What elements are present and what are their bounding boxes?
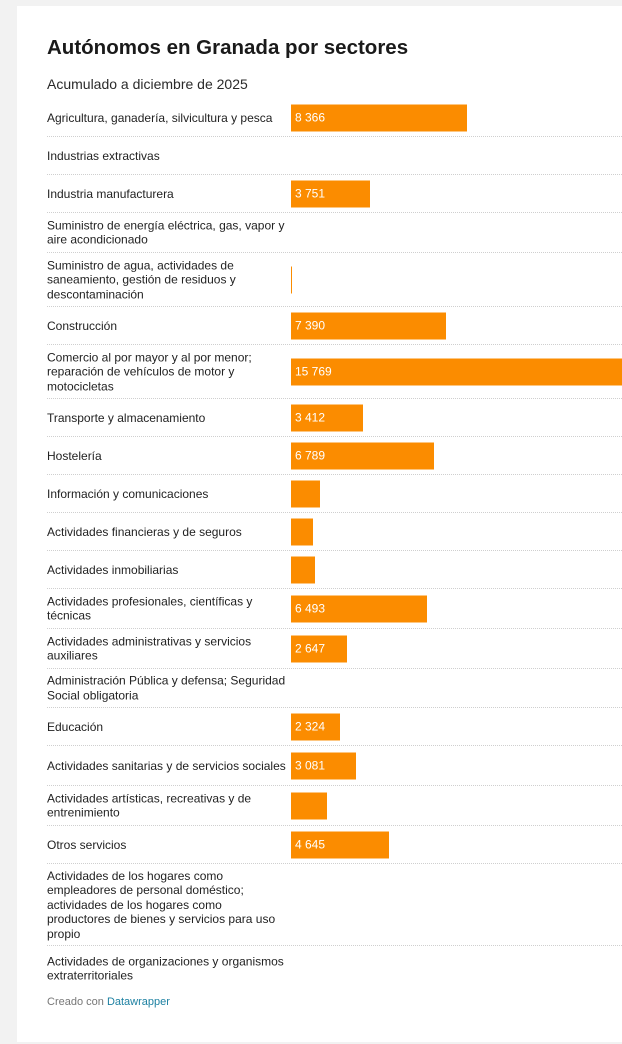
category-label: Suministro de agua, actividades de sanea… (47, 257, 236, 301)
category-label: Hostelería (47, 448, 102, 463)
bar-row: Hostelería 6 789 (47, 437, 622, 475)
bar[interactable]: 3 412 (291, 404, 363, 431)
bar-row: Otros servicios 4 645 (47, 826, 622, 864)
bar-row: Suministro de agua, actividades de sanea… (47, 253, 622, 307)
bar-row: Administración Pública y defensa; Seguri… (47, 669, 622, 708)
chart-title: Autónomos en Granada por sectores (47, 36, 409, 59)
bar-value-label: 4 645 (295, 837, 326, 852)
category-label: Otros servicios (47, 837, 127, 852)
credit-footer: Creado con Datawrapper (47, 996, 170, 1008)
bar-row: Comercio al por mayor y al por menor; re… (47, 345, 622, 399)
bar[interactable]: 6 789 (291, 442, 434, 469)
category-label: Construcción (47, 318, 118, 333)
bar[interactable] (291, 792, 327, 819)
bar[interactable]: 3 081 (291, 752, 356, 779)
category-label: Actividades inmobiliarias (47, 562, 179, 577)
bar-row: Información y comunicaciones (47, 475, 622, 513)
bar-value-label: 2 647 (295, 641, 326, 656)
bar-row: Suministro de energía eléctrica, gas, va… (47, 213, 622, 253)
category-label: Actividades profesionales, científicas y… (47, 594, 253, 623)
bar[interactable]: 7 390 (291, 312, 446, 339)
category-label: Actividades artísticas, recreativas y de… (47, 791, 252, 820)
bar[interactable] (291, 480, 320, 507)
chart-card: Autónomos en Granada por sectores Acumul… (17, 6, 622, 1042)
bar-value-label: 3 081 (295, 758, 326, 773)
bar-row: Actividades financieras y de seguros (47, 513, 622, 551)
bar-row: Transporte y almacenamiento 3 412 (47, 399, 622, 437)
category-label: Actividades financieras y de seguros (47, 524, 242, 539)
category-label: Actividades sanitarias y de servicios so… (47, 758, 286, 773)
bar-row: Actividades de organizaciones y organism… (47, 946, 622, 991)
bar-value-label: 7 390 (295, 318, 326, 333)
category-label: Suministro de energía eléctrica, gas, va… (47, 218, 285, 247)
bar-value-label: 8 366 (295, 110, 326, 125)
category-label: Industrias extractivas (47, 148, 160, 163)
category-label: Comercio al por mayor y al por menor; re… (47, 349, 252, 393)
credit-prefix: Creado con (47, 996, 104, 1008)
bar-value-label: 6 789 (295, 448, 326, 463)
bar-row: Actividades profesionales, científicas y… (47, 589, 622, 629)
bar-value-label: 2 324 (295, 719, 326, 734)
bar-row: Agricultura, ganadería, silvicultura y p… (47, 99, 622, 137)
bar[interactable] (291, 266, 292, 293)
bar-row: Actividades artísticas, recreativas y de… (47, 786, 622, 826)
bar-row: Industrias extractivas (47, 137, 622, 175)
bar-row: Actividades inmobiliarias (47, 551, 622, 589)
bar[interactable]: 3 751 (291, 180, 370, 207)
category-label: Industria manufacturera (47, 186, 174, 201)
category-label: Administración Pública y defensa; Seguri… (47, 673, 286, 703)
chart-subtitle: Acumulado a diciembre de 2025 (47, 76, 248, 92)
bar[interactable]: 6 493 (291, 595, 427, 622)
bar[interactable]: 15 769 (291, 358, 622, 385)
category-label: Transporte y almacenamiento (47, 410, 206, 425)
category-label: Actividades de los hogares como empleado… (47, 868, 276, 941)
datawrapper-link[interactable]: Datawrapper (106, 996, 170, 1008)
bar[interactable]: 2 647 (291, 635, 347, 662)
bar-row: Actividades administrativas y servicios … (47, 629, 622, 669)
bar[interactable] (291, 518, 313, 545)
bar-row: Educación 2 324 (47, 708, 622, 746)
category-label: Actividades de organizaciones y organism… (47, 954, 284, 983)
bar-value-label: 15 769 (295, 364, 332, 379)
category-label: Información y comunicaciones (47, 486, 209, 501)
bar-value-label: 6 493 (295, 601, 326, 616)
bar-row: Construcción 7 390 (47, 307, 622, 345)
bar[interactable]: 8 366 (291, 104, 467, 131)
bar[interactable] (291, 556, 315, 583)
bar-value-label: 3 751 (295, 186, 326, 201)
bar-row: Industria manufacturera 3 751 (47, 175, 622, 213)
bar-row: Actividades sanitarias y de servicios so… (47, 746, 622, 786)
category-label: Educación (47, 719, 104, 734)
bar-value-label: 3 412 (295, 410, 326, 425)
bar[interactable]: 2 324 (291, 713, 340, 740)
category-label: Actividades administrativas y servicios … (47, 634, 252, 663)
bar[interactable]: 4 645 (291, 831, 389, 858)
bar-row: Actividades de los hogares como empleado… (47, 864, 622, 946)
category-label: Agricultura, ganadería, silvicultura y p… (47, 110, 273, 125)
